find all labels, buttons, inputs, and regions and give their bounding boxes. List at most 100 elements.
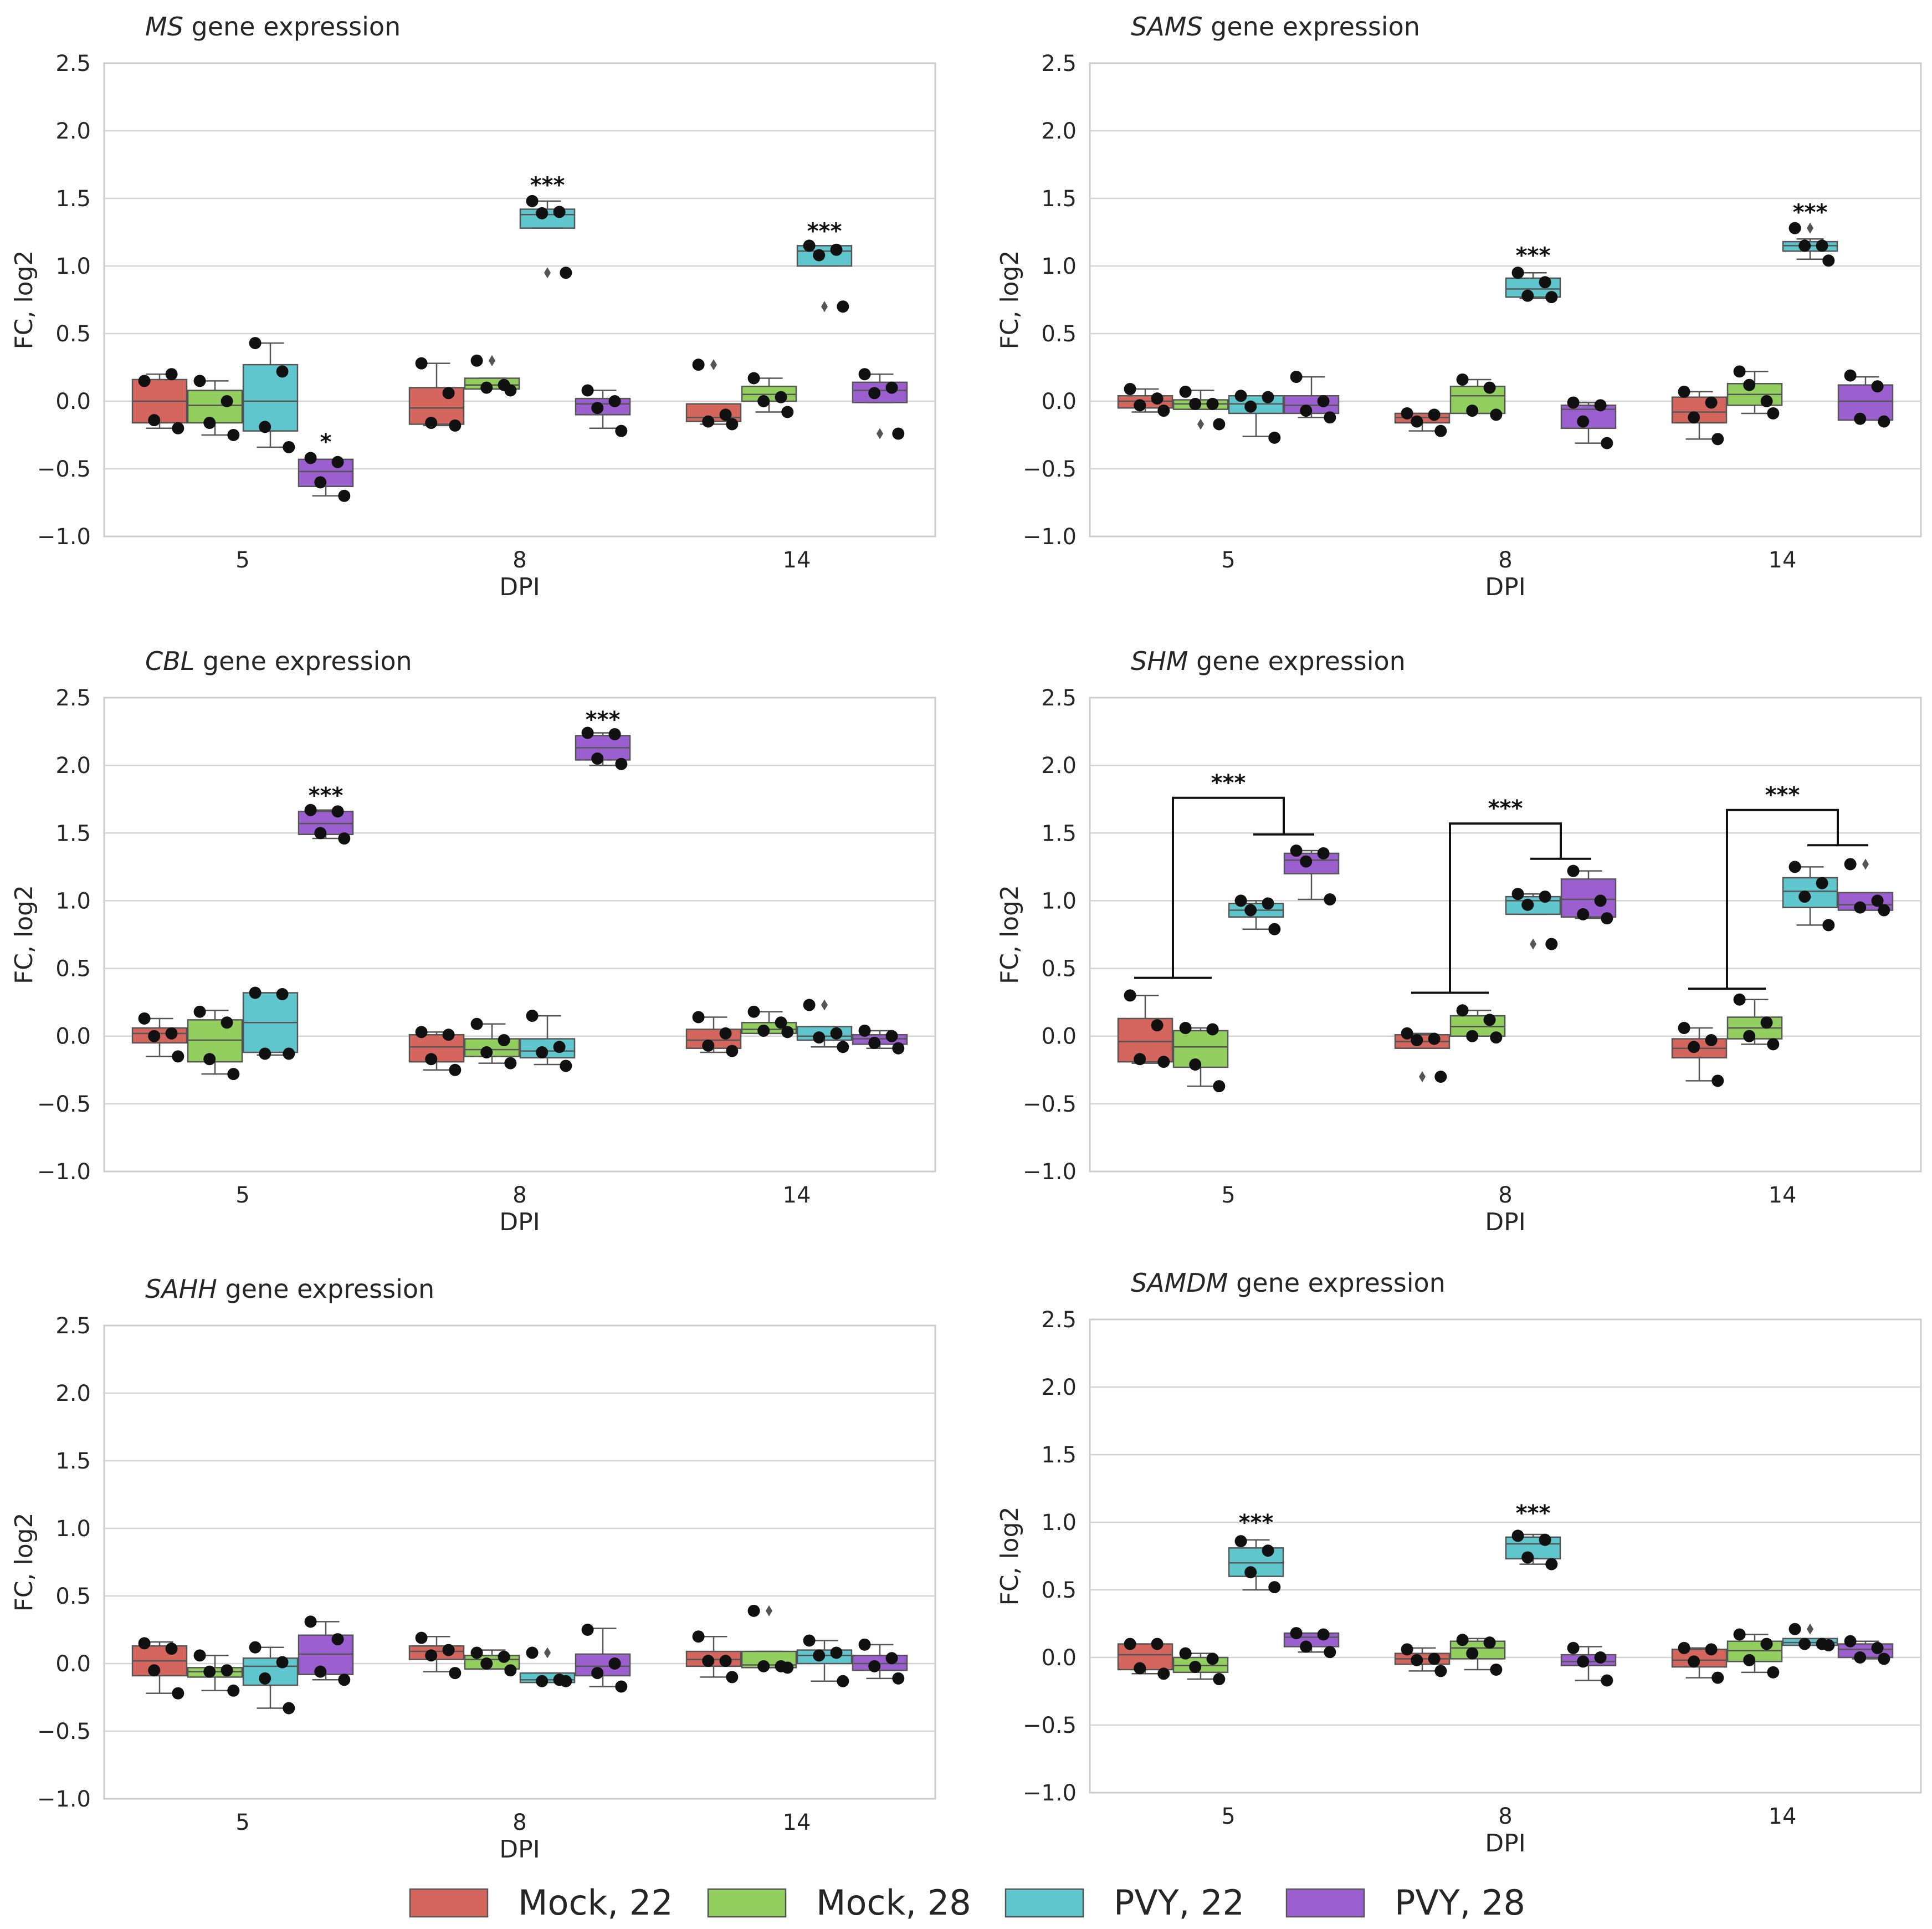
data-point	[1189, 397, 1202, 410]
box-14-2	[796, 1634, 853, 1687]
y-tick-label: 1.0	[55, 888, 91, 914]
y-tick-label: 2.0	[55, 753, 91, 779]
data-point	[1262, 391, 1274, 403]
significance-label: ***	[1211, 770, 1246, 796]
iqr-box	[408, 387, 465, 425]
box-14-2	[796, 999, 853, 1053]
y-tick-label: 1.5	[1041, 1442, 1077, 1468]
title-gene: CBL	[145, 646, 194, 676]
data-point	[526, 1010, 539, 1022]
data-point	[837, 300, 849, 313]
box-5-1	[1172, 385, 1229, 431]
box-14-2	[1782, 222, 1838, 267]
data-point	[1539, 1533, 1551, 1546]
data-point	[249, 337, 262, 350]
box-5-0	[1117, 1638, 1173, 1680]
y-tick-label: 0.5	[55, 1584, 91, 1609]
data-point	[719, 1027, 732, 1040]
data-point	[813, 1649, 826, 1662]
data-point	[536, 207, 549, 219]
data-point	[1244, 904, 1257, 917]
data-point	[1434, 1071, 1447, 1083]
data-point	[165, 1643, 178, 1655]
data-point	[775, 391, 787, 403]
y-tick-label: −0.5	[37, 457, 91, 482]
data-point	[1428, 408, 1441, 421]
box-5-1	[187, 1649, 243, 1697]
data-point	[148, 1664, 161, 1677]
legend-item: Mock, 28	[707, 1882, 971, 1923]
y-tick-label: 1.0	[55, 254, 91, 279]
outlier-marker	[821, 999, 828, 1011]
data-point	[193, 1005, 206, 1018]
box-5-1	[1172, 1647, 1229, 1686]
data-point	[692, 359, 705, 371]
data-point	[526, 195, 539, 207]
data-point	[1743, 1654, 1756, 1666]
data-point	[1539, 891, 1551, 903]
data-point	[1711, 1074, 1724, 1087]
title-gene: MS	[145, 12, 183, 42]
y-tick-label: −1.0	[37, 524, 91, 550]
y-tick-label: −1.0	[1023, 524, 1077, 550]
title-text: gene expression	[1228, 1268, 1445, 1298]
data-point	[726, 1671, 739, 1684]
box-8-1	[1449, 1634, 1506, 1676]
y-axis-label: FC, log2	[996, 885, 1024, 984]
box-5-2	[242, 337, 299, 453]
box-5-3	[298, 452, 354, 502]
box-5-2	[1228, 894, 1284, 935]
iqr-box	[1117, 1017, 1173, 1063]
chart-panel-sahh: −1.0 −0.5 0.0 0.5 1.0 1.5 2.0 2.5 5 8 14 DPI FC, log…	[10, 1274, 936, 1864]
data-point	[560, 1060, 572, 1072]
data-point	[1601, 912, 1613, 925]
data-point	[1760, 1016, 1773, 1029]
box-5-2	[242, 1641, 299, 1715]
data-point	[480, 1657, 493, 1670]
data-point	[1456, 1004, 1469, 1017]
data-point	[553, 206, 566, 218]
x-tick-label: 14	[783, 1810, 811, 1835]
data-point	[276, 987, 289, 1000]
data-point	[1206, 1023, 1219, 1036]
data-point	[227, 1684, 240, 1697]
box-14-0	[1671, 1641, 1728, 1684]
data-point	[1401, 407, 1413, 419]
x-tick-label: 5	[1221, 1183, 1235, 1208]
title-gene: SAMS	[1131, 12, 1203, 42]
data-point	[165, 1027, 178, 1040]
box-14-2	[796, 239, 853, 313]
data-point	[892, 1042, 905, 1055]
data-point	[1567, 864, 1580, 877]
data-point	[719, 1655, 732, 1667]
legend-label: Mock, 28	[816, 1882, 971, 1923]
data-point	[1134, 399, 1146, 412]
x-tick-label: 8	[1498, 1804, 1512, 1829]
box-14-1	[1726, 1628, 1783, 1679]
data-point	[803, 1634, 816, 1647]
y-tick-label: 1.5	[55, 821, 91, 846]
data-point	[702, 415, 715, 428]
data-point	[314, 827, 327, 840]
data-point	[221, 395, 233, 407]
data-point	[1151, 1019, 1164, 1032]
data-point	[442, 1029, 455, 1041]
iqr-box	[796, 1026, 853, 1041]
data-point	[425, 1649, 438, 1662]
data-point	[415, 1631, 428, 1644]
box-5-0	[1117, 383, 1173, 417]
data-point	[1466, 1647, 1479, 1660]
x-axis-label: DPI	[1485, 573, 1525, 601]
significance-label: ***	[1239, 1510, 1274, 1536]
y-tick-label: 0.5	[1041, 321, 1077, 347]
y-axis-label: FC, log2	[10, 1512, 38, 1611]
box-8-2	[1505, 888, 1561, 950]
data-point	[1157, 405, 1170, 417]
y-tick-label: 1.5	[1041, 821, 1077, 846]
data-point	[1705, 1034, 1718, 1047]
chart-title: SHM gene expression	[1131, 646, 1406, 676]
data-point	[615, 758, 628, 770]
data-point	[608, 395, 621, 407]
box-5-1	[187, 1005, 243, 1081]
y-tick-label: −0.5	[1023, 1713, 1077, 1738]
